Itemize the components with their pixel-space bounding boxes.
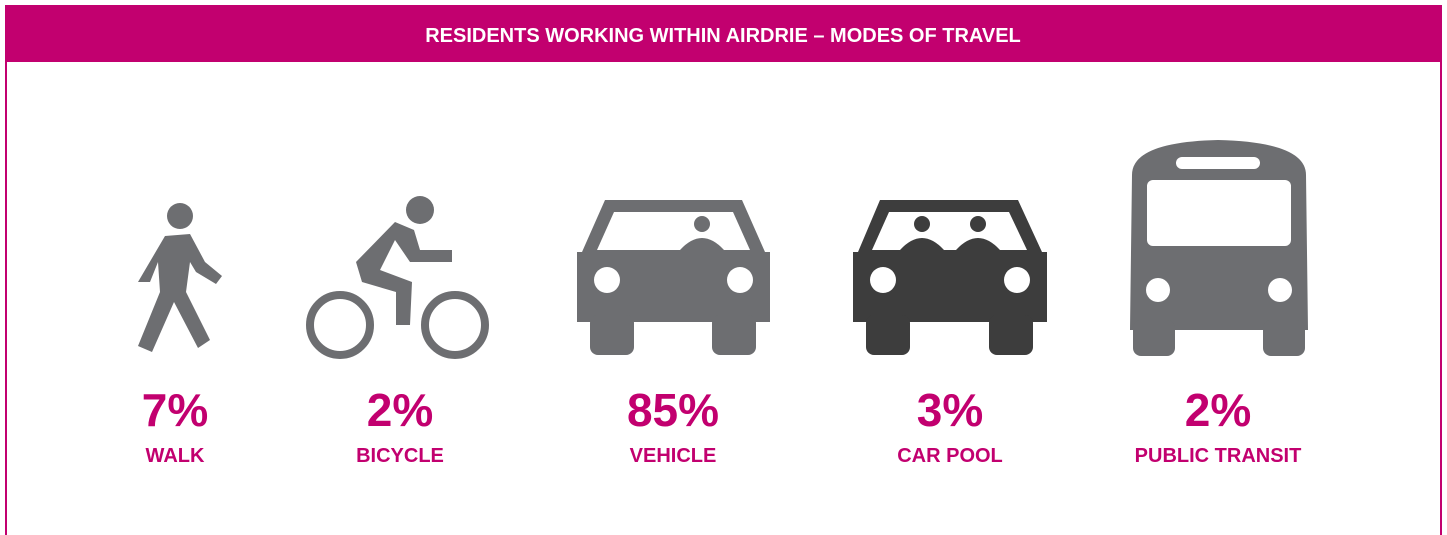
bicycle-percent: 2% bbox=[367, 384, 433, 436]
walk-percent: 7% bbox=[142, 384, 208, 436]
title: RESIDENTS WORKING WITHIN AIRDRIE – MODES… bbox=[425, 25, 1021, 47]
carpool-percent: 3% bbox=[917, 384, 983, 436]
walk-label: WALK bbox=[146, 445, 205, 467]
bicycle-icon bbox=[306, 196, 489, 359]
header-bar bbox=[5, 5, 1442, 62]
vehicle-label: VEHICLE bbox=[630, 445, 717, 467]
bicycle-label: BICYCLE bbox=[356, 445, 444, 467]
transit-label: PUBLIC TRANSIT bbox=[1135, 445, 1302, 467]
transit-percent: 2% bbox=[1185, 384, 1251, 436]
vehicle-icon bbox=[577, 200, 770, 355]
bus-icon bbox=[1130, 140, 1308, 356]
carpool-icon bbox=[853, 200, 1047, 355]
vehicle-percent: 85% bbox=[627, 384, 719, 436]
carpool-label: CAR POOL bbox=[897, 445, 1003, 467]
walk-icon bbox=[138, 203, 222, 352]
